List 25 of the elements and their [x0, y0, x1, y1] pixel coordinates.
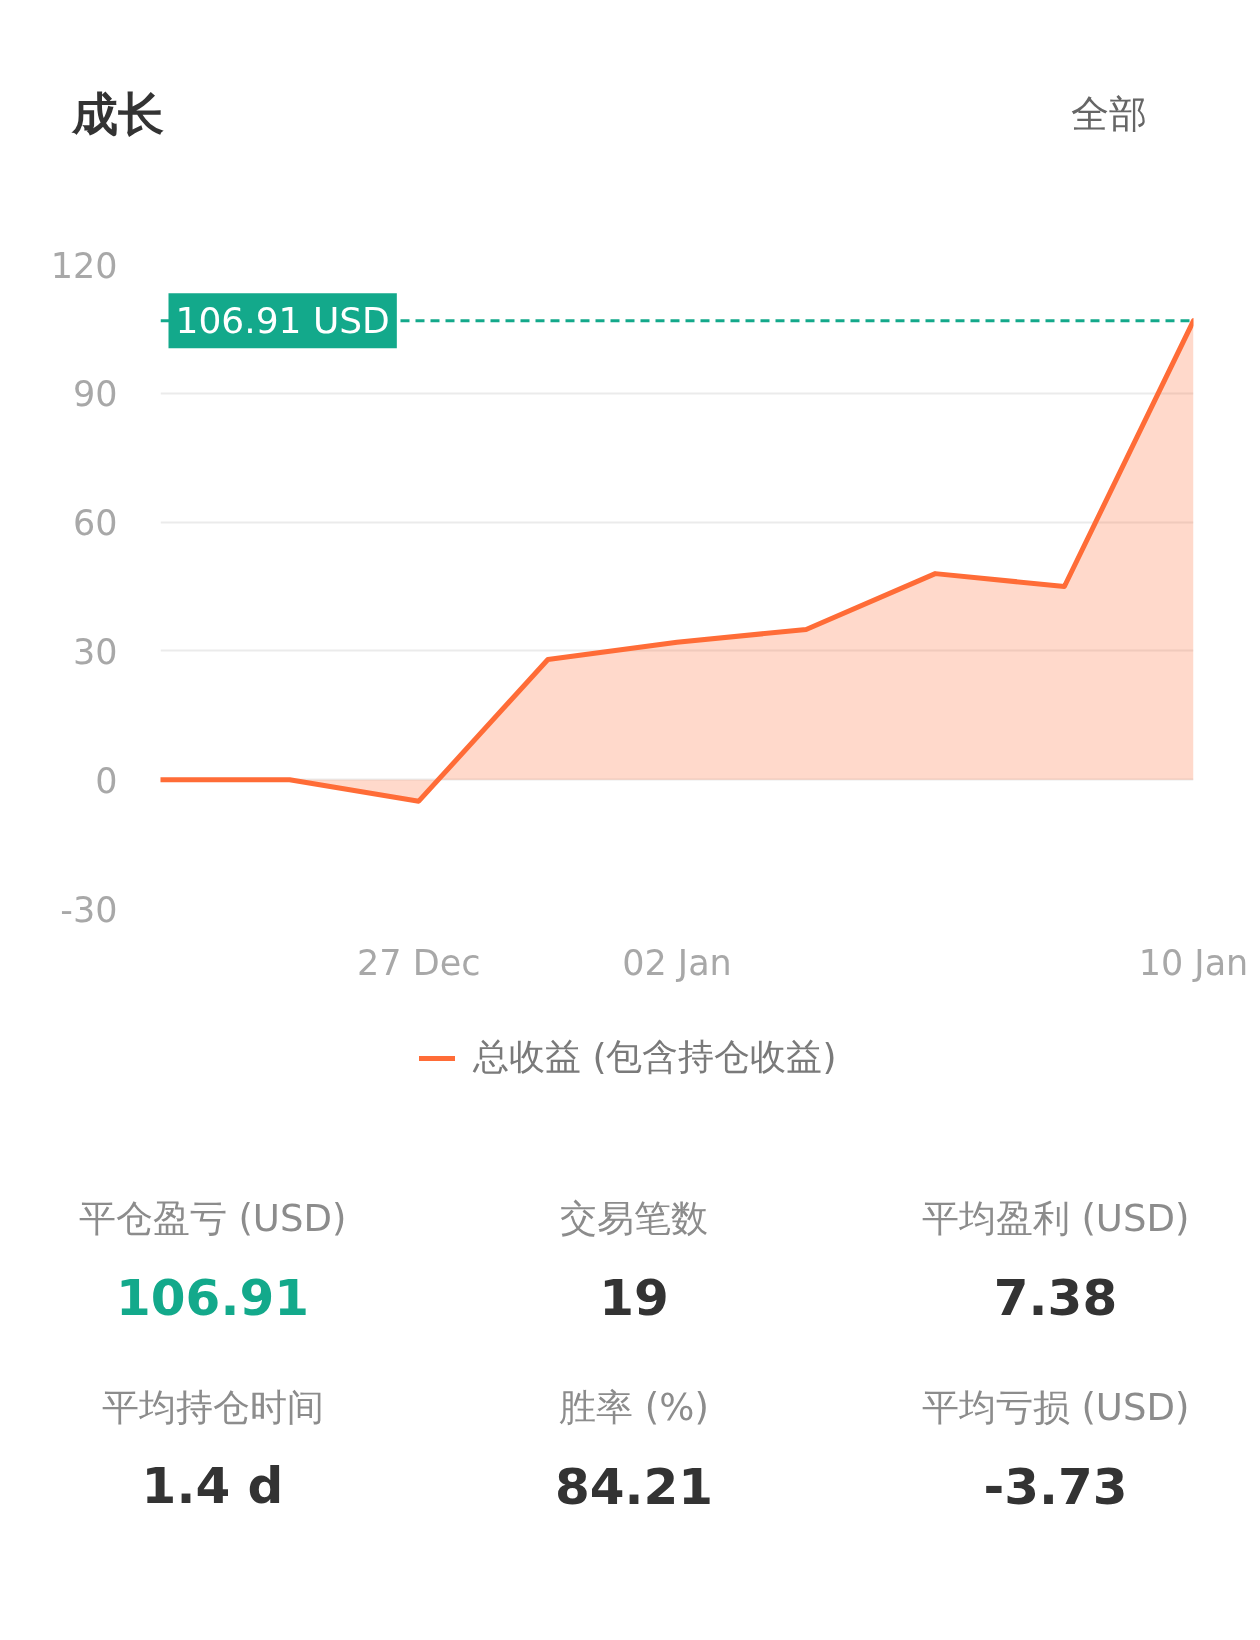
- text: 106.91: [116, 1268, 309, 1327]
- category-label: 平仓盈亏 (USD): [78, 1197, 347, 1240]
- category-label: 交易笔数: [560, 1197, 708, 1240]
- y-tick-label: 30: [72, 631, 118, 672]
- text: 19: [599, 1268, 669, 1327]
- category-label: 平均盈利 (USD): [921, 1197, 1190, 1240]
- ref-line-label: 106.91 USD: [175, 300, 390, 342]
- text: 84.21: [554, 1457, 714, 1516]
- y-tick-label: -30: [60, 889, 118, 930]
- y-tick-label: 90: [72, 374, 118, 415]
- category-label: 胜率 (%): [559, 1386, 709, 1429]
- y-tick-label: 60: [72, 503, 118, 544]
- legend-label: 总收益 (包含持仓收益): [473, 1035, 837, 1079]
- x-tick-label: 10 Jan: [1138, 942, 1249, 983]
- text: 1.4 d: [141, 1456, 284, 1515]
- text: -3.73: [983, 1457, 1128, 1516]
- category-label: 平均持仓时间: [101, 1386, 324, 1429]
- chart-title: 成长: [70, 86, 164, 141]
- text: 7.38: [993, 1268, 1118, 1327]
- y-tick-label: 120: [50, 245, 118, 286]
- text: 全部: [1070, 91, 1147, 136]
- x-tick-label: 27 Dec: [357, 942, 481, 983]
- x-tick-label: 02 Jan: [622, 942, 732, 983]
- category-label: 平均亏损 (USD): [921, 1386, 1190, 1429]
- y-tick-label: 0: [95, 760, 118, 801]
